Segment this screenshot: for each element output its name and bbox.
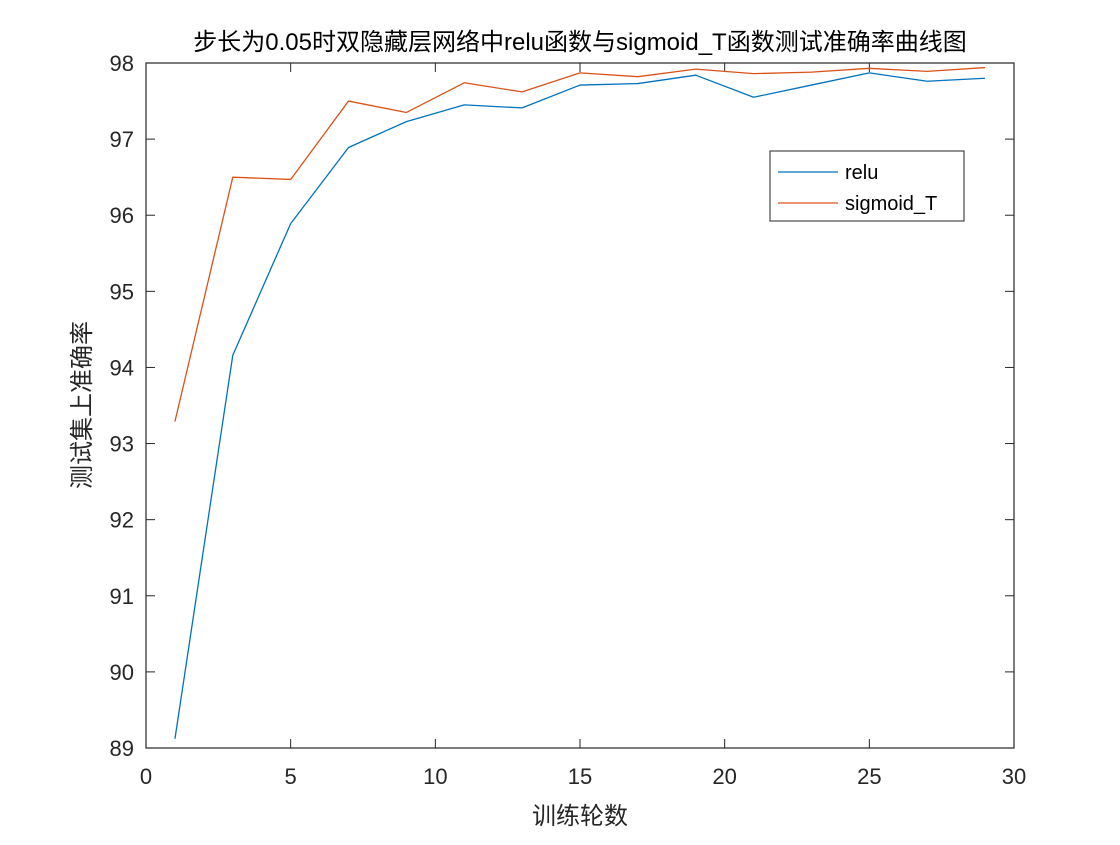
legend-label-sigmoid-t: sigmoid_T <box>845 193 937 215</box>
x-tick-label: 10 <box>423 764 447 789</box>
legend: relu sigmoid_T <box>769 150 965 222</box>
y-tick-label: 89 <box>110 736 134 761</box>
x-tick-label: 0 <box>140 764 152 789</box>
y-tick-label: 92 <box>110 508 134 533</box>
x-tick-label: 25 <box>857 764 881 789</box>
x-tick-labels: 0 5 10 15 20 25 30 <box>140 764 1026 789</box>
x-tick-label: 30 <box>1002 764 1026 789</box>
series-line-sigmoid-t <box>174 66 986 422</box>
legend-box <box>769 150 965 222</box>
y-tick-label: 95 <box>110 279 134 304</box>
axis-ticks <box>145 62 1015 749</box>
y-tick-label: 93 <box>110 432 134 457</box>
y-axis-label: 测试集上准确率 <box>69 321 96 489</box>
series-lines <box>174 66 986 739</box>
y-tick-label: 90 <box>110 660 134 685</box>
y-tick-labels: 89 90 91 92 93 94 95 96 97 98 <box>110 51 134 761</box>
legend-items: relu sigmoid_T <box>778 162 937 215</box>
x-tick-label: 5 <box>285 764 297 789</box>
y-tick-label: 97 <box>110 127 134 152</box>
series-line-relu <box>174 72 986 739</box>
y-tick-label: 91 <box>110 584 134 609</box>
x-axis-label: 训练轮数 <box>532 803 628 830</box>
x-tick-label: 15 <box>568 764 592 789</box>
legend-label-relu: relu <box>845 162 878 184</box>
x-tick-label: 20 <box>712 764 736 789</box>
chart-title: 步长为0.05时双隐藏层网络中relu函数与sigmoid_T函数测试准确率曲线… <box>193 29 966 56</box>
y-tick-label: 94 <box>110 355 134 380</box>
y-tick-label: 98 <box>110 51 134 76</box>
y-tick-label: 96 <box>110 203 134 228</box>
